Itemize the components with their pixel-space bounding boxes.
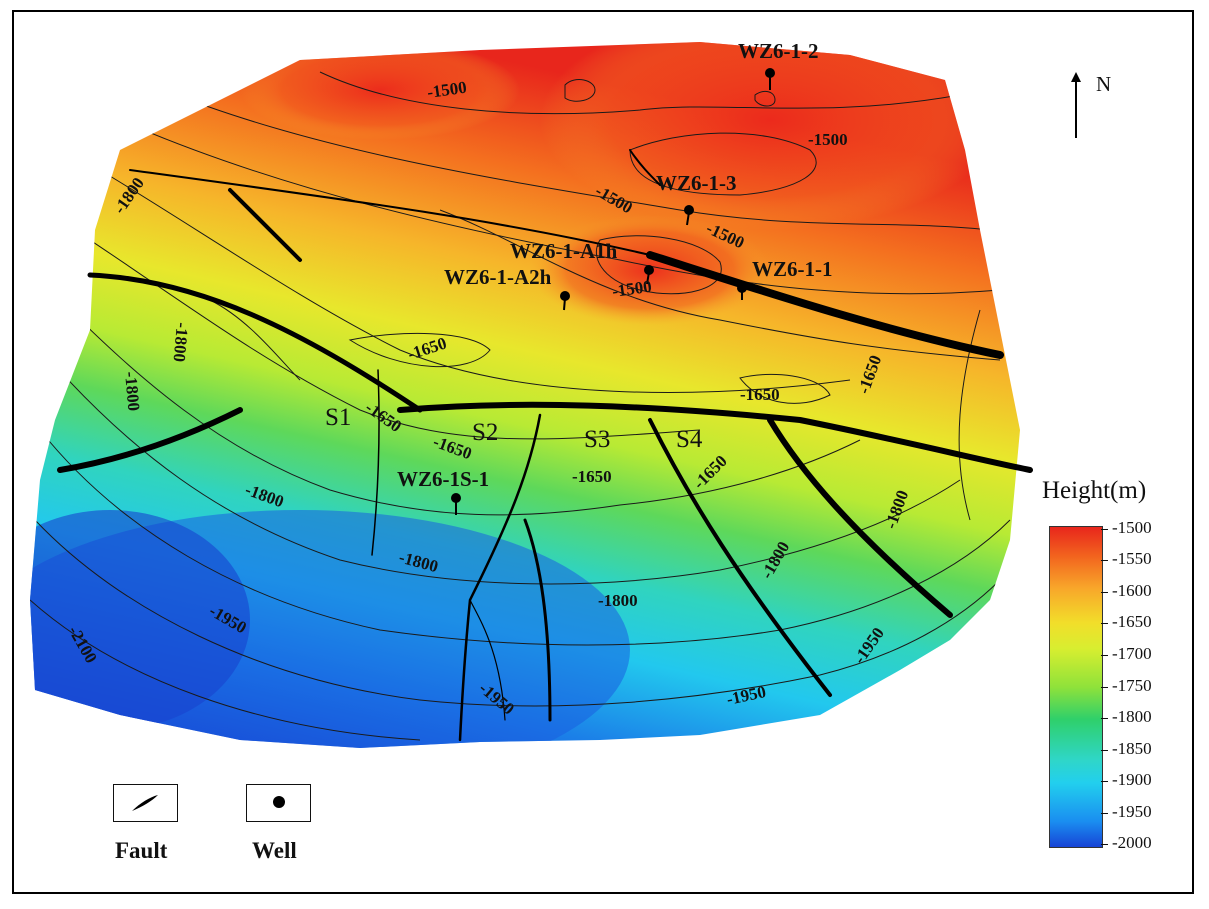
color-scale-tick: -1700 bbox=[1101, 644, 1152, 664]
well-label-wz6-1-2: WZ6-1-2 bbox=[738, 39, 819, 63]
well-label-wz6-1-1: WZ6-1-1 bbox=[752, 257, 833, 281]
figure-frame bbox=[12, 10, 1194, 894]
well-icon bbox=[273, 796, 285, 808]
color-scale-tick: -1950 bbox=[1101, 802, 1152, 822]
contour-label: -1650 bbox=[740, 385, 780, 404]
well-labels: WZ6-1-2 WZ6-1-3 WZ6-1-A1h WZ6-1-A2h WZ6-… bbox=[397, 39, 833, 491]
well-marker-wz6-1-a1h bbox=[644, 265, 654, 285]
segment-label-s2: S2 bbox=[472, 419, 498, 446]
well-marker-wz6-1s-1 bbox=[451, 493, 461, 515]
well-marker-wz6-1-2 bbox=[765, 68, 775, 90]
fault-icon bbox=[132, 795, 158, 811]
well-label-wz6-1-3: WZ6-1-3 bbox=[656, 171, 737, 195]
color-scale-bar bbox=[1049, 526, 1103, 848]
color-scale-tick: -1550 bbox=[1101, 549, 1152, 569]
color-scale-tick: -1750 bbox=[1101, 676, 1152, 696]
color-scale-tick: -2000 bbox=[1101, 833, 1152, 853]
contour-label: -1800 bbox=[598, 591, 638, 610]
color-scale-tick: -1850 bbox=[1101, 739, 1152, 759]
color-scale-tick: -1650 bbox=[1101, 612, 1152, 632]
well-markers bbox=[451, 68, 775, 515]
north-label: N bbox=[1096, 72, 1112, 96]
legend-fault-label: Fault bbox=[115, 838, 168, 863]
contour-label: -1500 bbox=[808, 130, 848, 149]
well-marker-wz6-1-1 bbox=[737, 283, 747, 300]
segment-label-s4: S4 bbox=[676, 426, 703, 453]
legend-well-symbol bbox=[246, 784, 311, 822]
fault-lines bbox=[57, 149, 1033, 742]
height-surface bbox=[30, 42, 1020, 748]
legend-well-label: Well bbox=[252, 838, 297, 863]
color-scale-tick: -1800 bbox=[1101, 707, 1152, 727]
segment-label-s1: S1 bbox=[325, 404, 351, 431]
color-scale-title: Height(m) bbox=[1042, 477, 1147, 504]
segment-labels: S1 S2 S3 S4 bbox=[325, 404, 703, 453]
contour-label: -1800 bbox=[170, 322, 192, 363]
color-scale-tick: -1900 bbox=[1101, 770, 1152, 790]
contour-label: -1650 bbox=[572, 467, 612, 486]
segment-label-s3: S3 bbox=[584, 426, 610, 453]
legend-fault-symbol bbox=[113, 784, 178, 822]
well-label-wz6-1-a1h: WZ6-1-A1h bbox=[510, 239, 618, 263]
well-marker-wz6-1-a2h bbox=[560, 291, 570, 311]
north-arrow-icon bbox=[1071, 72, 1081, 138]
contour-label: -1800 bbox=[121, 371, 143, 412]
contour-lines bbox=[30, 71, 1011, 741]
well-label-wz6-1s-1: WZ6-1S-1 bbox=[397, 467, 489, 491]
well-label-wz6-1-a2h: WZ6-1-A2h bbox=[444, 265, 552, 289]
color-scale-tick: -1500 bbox=[1101, 518, 1152, 538]
color-scale-tick: -1600 bbox=[1101, 581, 1152, 601]
well-marker-wz6-1-3 bbox=[684, 205, 694, 226]
